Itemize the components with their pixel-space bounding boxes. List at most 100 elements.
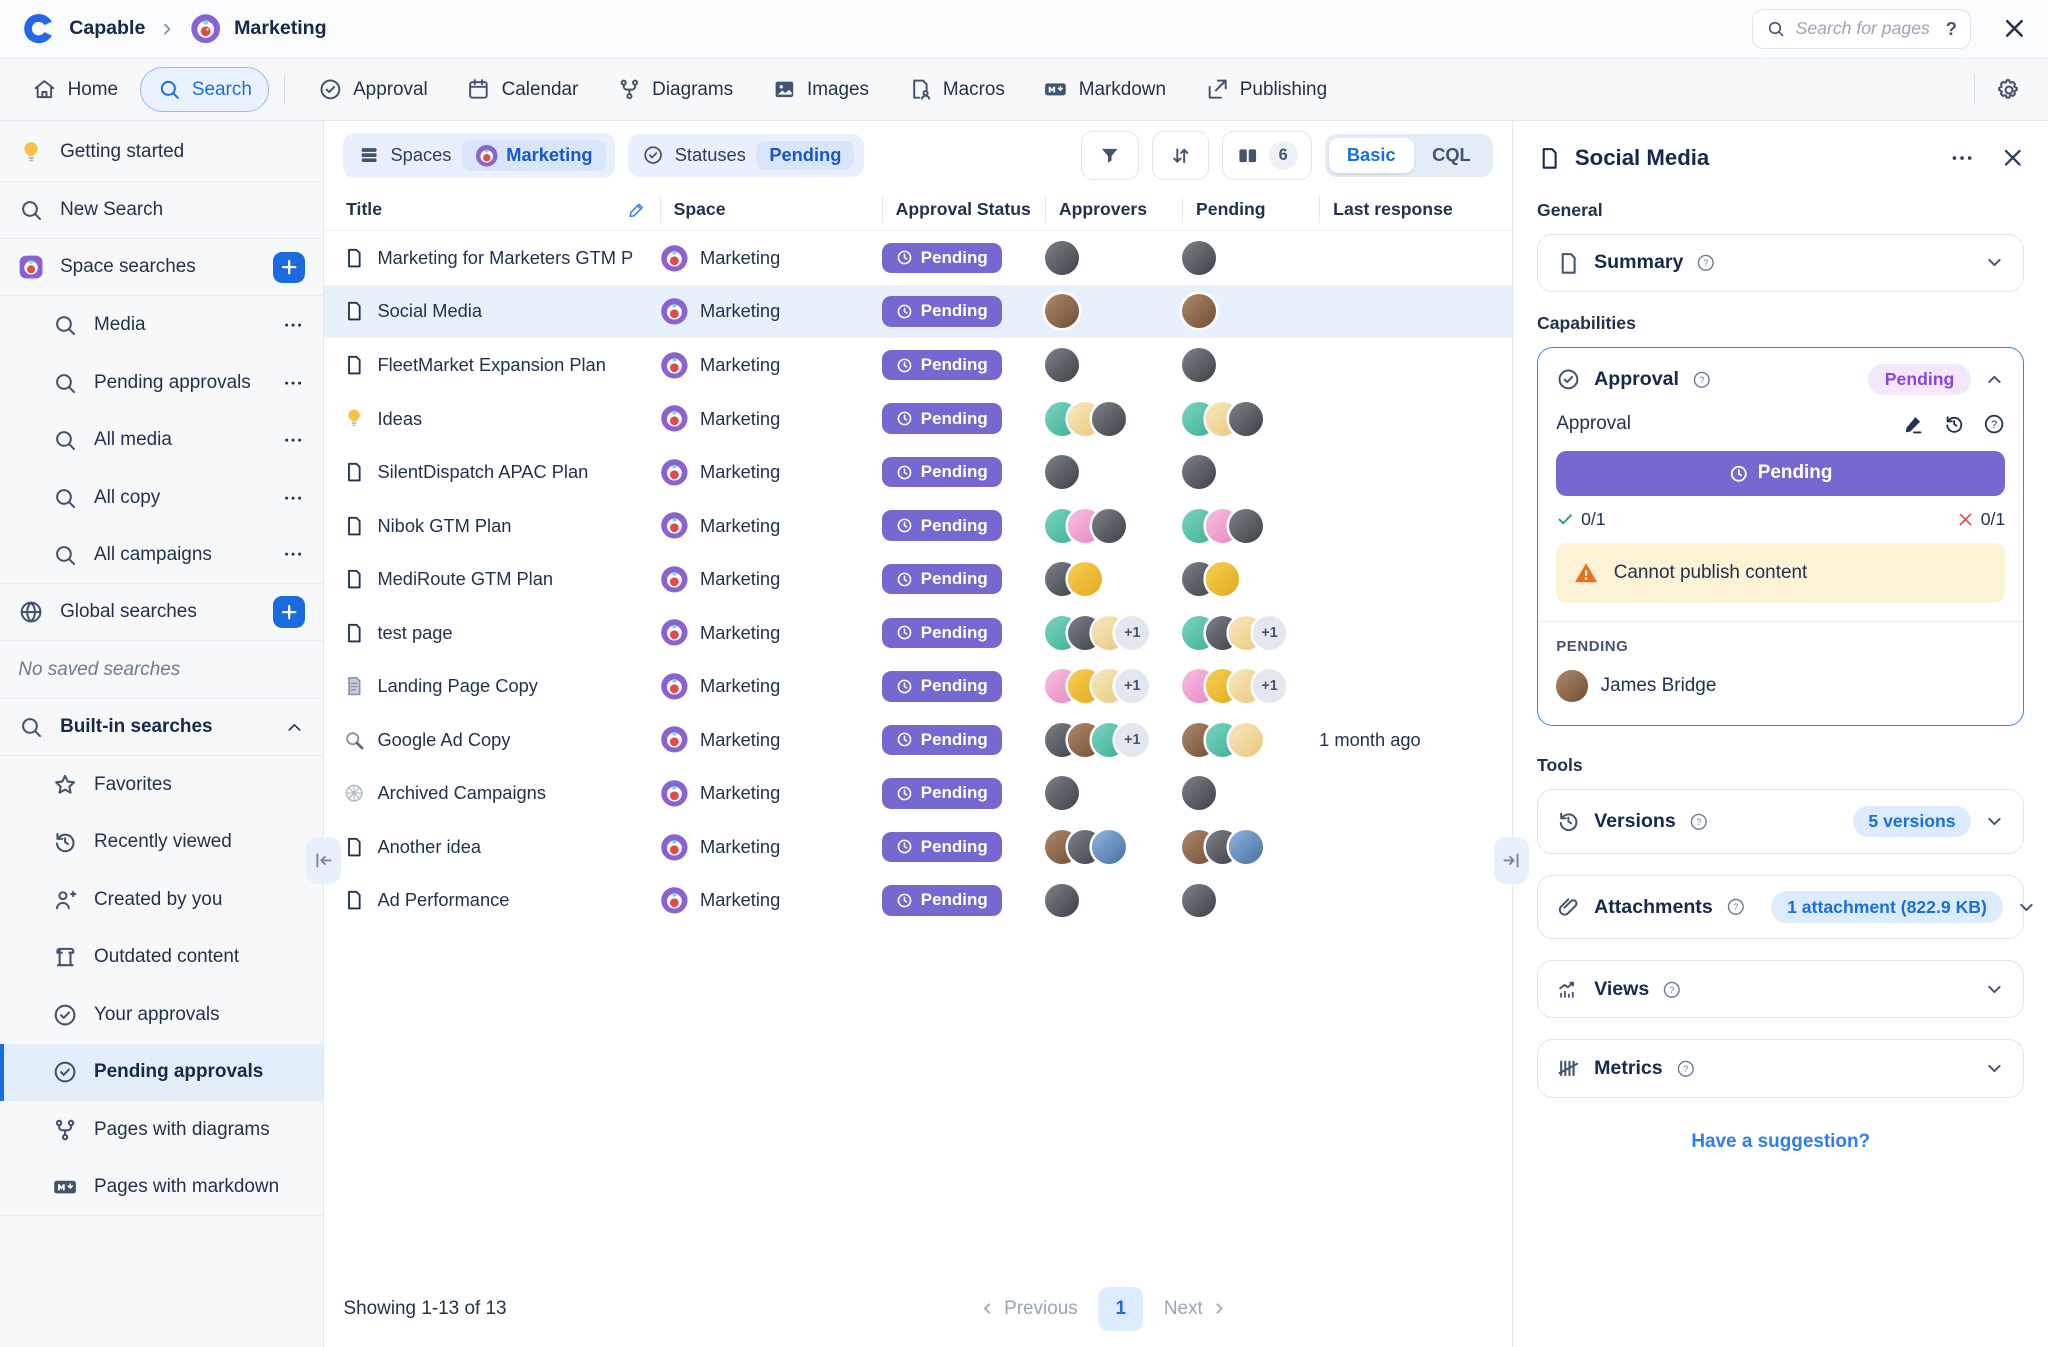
statuses-filter-chip[interactable]: Statuses Pending [627,133,864,177]
spaces-filter-chip[interactable]: Spaces Marketing [343,133,615,178]
metrics-card[interactable]: Metrics? [1536,1039,2025,1098]
sidebar-item-built-in-searches[interactable]: Built-in searches [0,699,323,757]
edit-title-column-icon[interactable] [627,200,647,220]
table-row-google-ad-copy[interactable]: Google Ad Copy Marketing Pending +1 1 month … [324,713,1513,767]
collapse-panel-handle[interactable] [1494,837,1530,885]
breadcrumb-space-name[interactable]: Marketing [234,17,327,40]
close-icon[interactable] [2002,16,2027,41]
sidebar-item-media[interactable]: Media [0,296,323,353]
spaces-filter-value[interactable]: Marketing [461,139,606,172]
item-menu-icon[interactable] [282,372,304,394]
table-row-social-media[interactable]: Social Media Marketing Pending [323,284,1513,339]
sidebar-item-global-searches[interactable]: Global searches [0,584,323,642]
sidebar-item-getting-started[interactable]: Getting started [0,124,323,182]
chevron-down-icon[interactable] [1984,1058,2005,1079]
table-row-silentdispatch-apac-plan[interactable]: SilentDispatch APAC Plan Marketing Pending [324,445,1513,499]
col-space[interactable]: Space [673,199,726,220]
summary-card[interactable]: Summary ? [1536,233,2025,292]
approval-question-icon[interactable]: ? [1983,413,2005,435]
help-icon[interactable]: ? [1676,1059,1696,1079]
panel-more-icon[interactable] [1949,145,1975,171]
page-title[interactable]: Google Ad Copy [377,728,511,750]
page-title[interactable]: SilentDispatch APAC Plan [377,461,589,483]
search-input[interactable] [1795,18,1936,40]
views-card[interactable]: Views? [1536,960,2025,1019]
page-title[interactable]: Marketing for Marketers GTM P [377,246,634,268]
sort-button[interactable] [1151,131,1210,180]
help-icon[interactable]: ? [1689,812,1709,832]
sidebar-item-all-campaigns[interactable]: All campaigns [0,526,323,584]
col-last-response[interactable]: Last response [1333,199,1453,220]
approval-help-icon[interactable]: ? [1692,370,1712,390]
item-menu-icon[interactable] [282,314,304,336]
col-pending[interactable]: Pending [1196,199,1266,220]
page-number[interactable]: 1 [1098,1286,1144,1331]
sidebar-item-new-search[interactable]: New Search [0,182,323,239]
nav-item-search[interactable]: Search [139,67,269,113]
versions-card[interactable]: Versions? 5 versions [1536,788,2025,854]
next-page-button[interactable]: Next [1164,1298,1228,1320]
previous-page-button[interactable]: Previous [979,1298,1078,1320]
nav-item-approval[interactable]: Approval [301,67,444,112]
suggestion-link[interactable]: Have a suggestion? [1691,1131,1871,1153]
filter-button[interactable] [1081,131,1139,180]
sidebar-item-all-copy[interactable]: All copy [0,469,323,526]
nav-item-images[interactable]: Images [755,67,886,112]
chevron-down-icon[interactable] [1984,979,2005,1000]
page-title[interactable]: Archived Campaigns [377,782,546,804]
basic-mode-option[interactable]: Basic [1328,137,1414,173]
item-menu-icon[interactable] [282,487,304,509]
page-title[interactable]: test page [377,621,453,643]
app-name[interactable]: Capable [69,17,146,40]
columns-button[interactable]: 6 [1222,131,1312,180]
help-icon[interactable]: ? [1662,980,1682,1000]
col-title[interactable]: Title [346,199,383,220]
add-search-button[interactable] [273,596,305,628]
table-row-ideas[interactable]: Ideas Marketing Pending [324,392,1513,446]
nav-item-calendar[interactable]: Calendar [450,67,595,112]
page-title[interactable]: Ideas [377,407,423,429]
cql-mode-option[interactable]: CQL [1432,144,1471,166]
sidebar-item-outdated-content[interactable]: Outdated content [0,929,323,986]
nav-item-publishing[interactable]: Publishing [1188,67,1344,112]
collapse-sidebar-handle[interactable] [305,837,341,885]
page-title[interactable]: MediRoute GTM Plan [377,568,554,590]
attachments-card[interactable]: Attachments? 1 attachment (822.9 KB) [1536,874,2033,940]
sidebar-item-space-searches[interactable]: Space searches [0,239,323,297]
item-menu-icon[interactable] [282,543,304,565]
table-row-another-idea[interactable]: Another idea Marketing Pending [324,820,1513,874]
nav-item-markdown[interactable]: Markdown [1027,67,1183,112]
sidebar-item-created-by-you[interactable]: Created by you [0,871,323,928]
table-row-nibok-gtm-plan[interactable]: Nibok GTM Plan Marketing Pending [324,499,1513,553]
page-title[interactable]: Another idea [377,835,482,857]
table-row-ad-performance[interactable]: Ad Performance Marketing Pending [324,874,1513,928]
item-menu-icon[interactable] [282,429,304,451]
table-row-mediroute-gtm-plan[interactable]: MediRoute GTM Plan Marketing Pending [324,552,1513,606]
statuses-filter-value[interactable]: Pending [756,140,855,171]
approval-history-icon[interactable] [1943,413,1965,435]
help-icon[interactable]: ? [1726,897,1746,917]
add-search-button[interactable] [273,251,305,283]
page-search-box[interactable]: ? [1751,8,1971,50]
table-row-landing-page-copy[interactable]: Landing Page Copy Marketing Pending +1 +1 [324,660,1513,714]
sidebar-item-recently-viewed[interactable]: Recently viewed [0,814,323,871]
sidebar-item-all-media[interactable]: All media [0,411,323,468]
page-title[interactable]: FleetMarket Expansion Plan [377,354,606,375]
page-title[interactable]: Social Media [377,300,483,322]
sidebar-item-pages-with-diagrams[interactable]: Pages with diagrams [0,1101,323,1158]
summary-help-icon[interactable]: ? [1696,253,1716,273]
table-row-archived-campaigns[interactable]: Archived Campaigns Marketing Pending [324,767,1513,821]
sidebar-item-pending-approvals[interactable]: Pending approvals [0,354,323,411]
table-row-fleetmarket-expansion-plan[interactable]: FleetMarket Expansion Plan Marketing Pendi… [324,338,1513,392]
nav-item-diagrams[interactable]: Diagrams [600,67,750,112]
chevron-down-icon[interactable] [1984,252,2005,273]
sidebar-item-favorites[interactable]: Favorites [0,756,323,813]
chevron-up-icon[interactable] [1984,369,2005,390]
col-approval-status[interactable]: Approval Status [895,199,1031,220]
page-title[interactable]: Landing Page Copy [377,675,538,697]
sidebar-item-pages-with-markdown[interactable]: Pages with markdown [0,1159,323,1216]
chevron-down-icon[interactable] [1984,811,2005,832]
approval-card-header[interactable]: Approval ? Pending [1556,363,2005,396]
nav-item-home[interactable]: Home [16,67,135,112]
sidebar-item-your-approvals[interactable]: Your approvals [0,986,323,1043]
